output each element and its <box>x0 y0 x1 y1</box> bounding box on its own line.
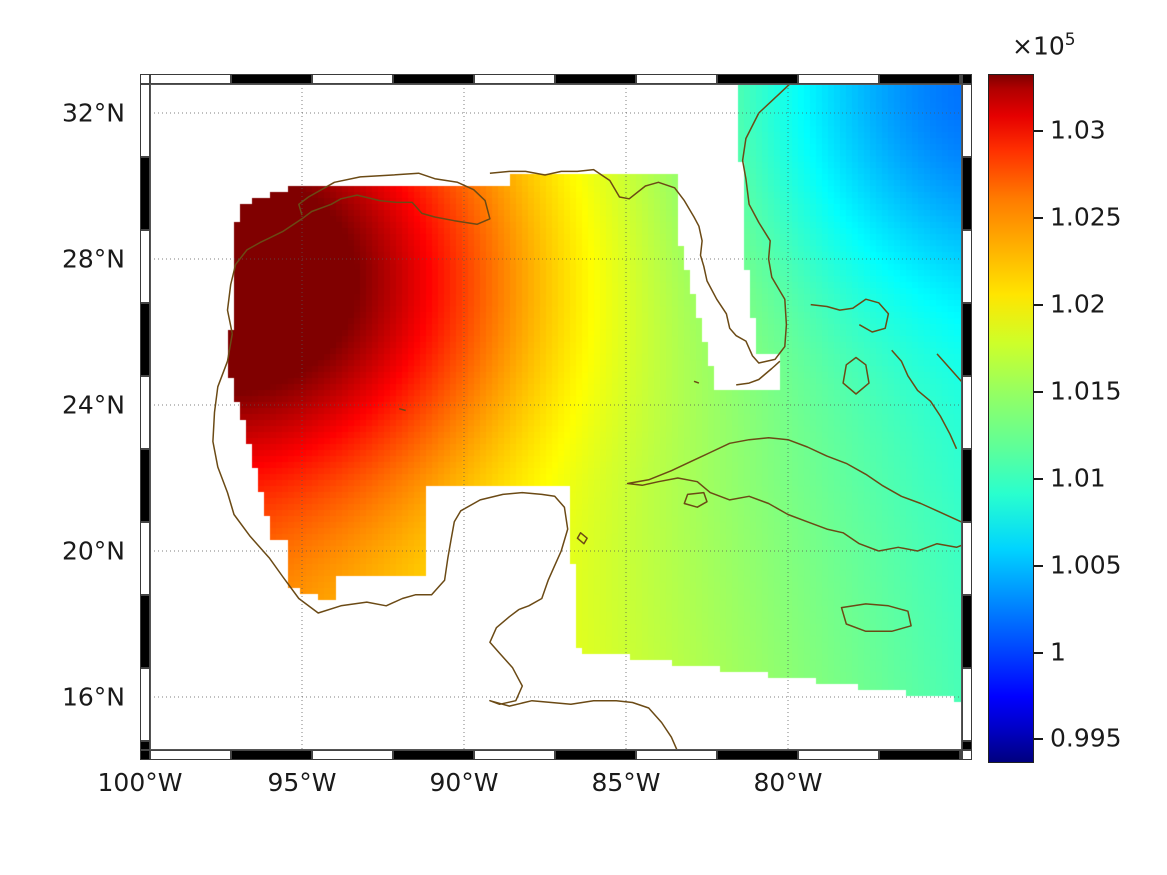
coastline-path <box>626 437 962 552</box>
frame-bottom-segment <box>798 750 879 760</box>
frame-top-segment <box>150 74 231 84</box>
coastline-path <box>810 298 890 333</box>
frame-bottom-segment <box>555 750 636 760</box>
coastline-path <box>226 172 491 334</box>
coastline-path <box>398 407 406 412</box>
coastline-path <box>489 608 678 750</box>
frame-corner <box>962 750 972 760</box>
colorbar-tick-mark <box>1034 304 1043 306</box>
coastline-path <box>840 603 912 633</box>
coastline-path <box>693 380 700 384</box>
xtick-label: 95°W <box>267 768 337 797</box>
colorbar-tick-label: 1.02 <box>1050 289 1106 319</box>
colorbar-tick-mark <box>1034 478 1043 480</box>
frame-right-segment <box>962 668 972 741</box>
frame-top-segment <box>312 74 393 84</box>
frame-right-segment <box>962 376 972 449</box>
ytick-label: 20°N <box>61 536 125 566</box>
map-plot-area[interactable] <box>150 84 962 750</box>
frame-corner <box>140 74 150 84</box>
frame-top-segment <box>879 74 960 84</box>
frame-top-segment <box>555 74 636 84</box>
frame-top-segment <box>393 74 474 84</box>
frame-bottom-segment <box>150 750 231 760</box>
coastline-path <box>683 491 708 508</box>
frame-bottom-segment <box>393 750 474 760</box>
colorbar-tick-mark <box>1034 738 1043 740</box>
map-axes[interactable] <box>140 74 972 760</box>
frame-top-segment <box>717 74 798 84</box>
pressure-field-raster <box>150 84 962 750</box>
exponent-base: ×10 <box>1012 31 1065 61</box>
frame-right-segment <box>962 303 972 376</box>
colorbar-tick-label: 1.025 <box>1050 202 1122 232</box>
frame-top-segment <box>798 74 879 84</box>
colorbar-exponent-label: ×105 <box>1012 30 1076 60</box>
frame-left-segment <box>140 522 150 595</box>
coastline-path <box>212 333 569 614</box>
frame-right-segment <box>962 84 972 157</box>
colorbar-tick-label: 1.03 <box>1050 115 1106 145</box>
frame-bottom-segment <box>312 750 393 760</box>
frame-left-segment <box>140 668 150 741</box>
colorbar-tick-mark <box>1034 652 1043 654</box>
colorbar-axes[interactable] <box>988 74 1043 763</box>
frame-left-segment <box>140 84 150 157</box>
graticule-gridlines <box>150 84 962 750</box>
colorbar-tick-label: 1.015 <box>1050 376 1122 406</box>
colorbar-tick-label: 1.01 <box>1050 463 1106 493</box>
frame-right-segment <box>962 157 972 230</box>
frame-right-segment <box>962 522 972 595</box>
colorbar-tick-mark <box>1034 130 1043 132</box>
xtick-label: 90°W <box>429 768 499 797</box>
xtick-label: 80°W <box>753 768 823 797</box>
coastline-path <box>576 532 588 545</box>
coastline-path <box>489 84 791 364</box>
frame-bottom-segment <box>717 750 798 760</box>
colorbar-gradient[interactable] <box>988 74 1034 763</box>
frame-bottom-segment <box>474 750 555 760</box>
exponent-power: 5 <box>1064 30 1076 50</box>
frame-left-segment <box>140 376 150 449</box>
frame-corner <box>962 74 972 84</box>
frame-left-segment <box>140 303 150 376</box>
frame-right-segment <box>962 230 972 303</box>
frame-corner <box>140 750 150 760</box>
frame-right-segment <box>962 449 972 522</box>
coastline-overlay <box>212 84 962 750</box>
colorbar-tick-label: 1.005 <box>1050 550 1122 580</box>
xtick-label: 100°W <box>97 768 183 797</box>
ytick-label: 28°N <box>61 244 125 274</box>
frame-bottom-segment <box>636 750 717 760</box>
frame-top-segment <box>231 74 312 84</box>
frame-left-segment <box>140 741 150 750</box>
colorbar-tick-mark <box>1034 565 1043 567</box>
frame-bottom-segment <box>231 750 312 760</box>
xtick-label: 85°W <box>591 768 661 797</box>
ytick-label: 32°N <box>61 98 125 128</box>
frame-left-segment <box>140 230 150 303</box>
frame-top-segment <box>636 74 717 84</box>
frame-right-segment <box>962 741 972 750</box>
coastline-path <box>736 360 781 386</box>
colorbar-tick-mark <box>1034 391 1043 393</box>
frame-top-segment <box>474 74 555 84</box>
ytick-label: 16°N <box>61 682 125 712</box>
coastline-path <box>891 349 958 450</box>
coastline-path <box>936 353 962 384</box>
colorbar-tick-label: 0.995 <box>1050 723 1122 753</box>
coastline-path <box>842 356 870 395</box>
frame-bottom-segment <box>879 750 960 760</box>
frame-left-segment <box>140 449 150 522</box>
ytick-label: 24°N <box>61 390 125 420</box>
frame-left-segment <box>140 157 150 230</box>
colorbar-tick-mark <box>1034 217 1043 219</box>
frame-left-segment <box>140 595 150 668</box>
frame-right-segment <box>962 595 972 668</box>
colorbar-tick-label: 1 <box>1050 637 1066 667</box>
